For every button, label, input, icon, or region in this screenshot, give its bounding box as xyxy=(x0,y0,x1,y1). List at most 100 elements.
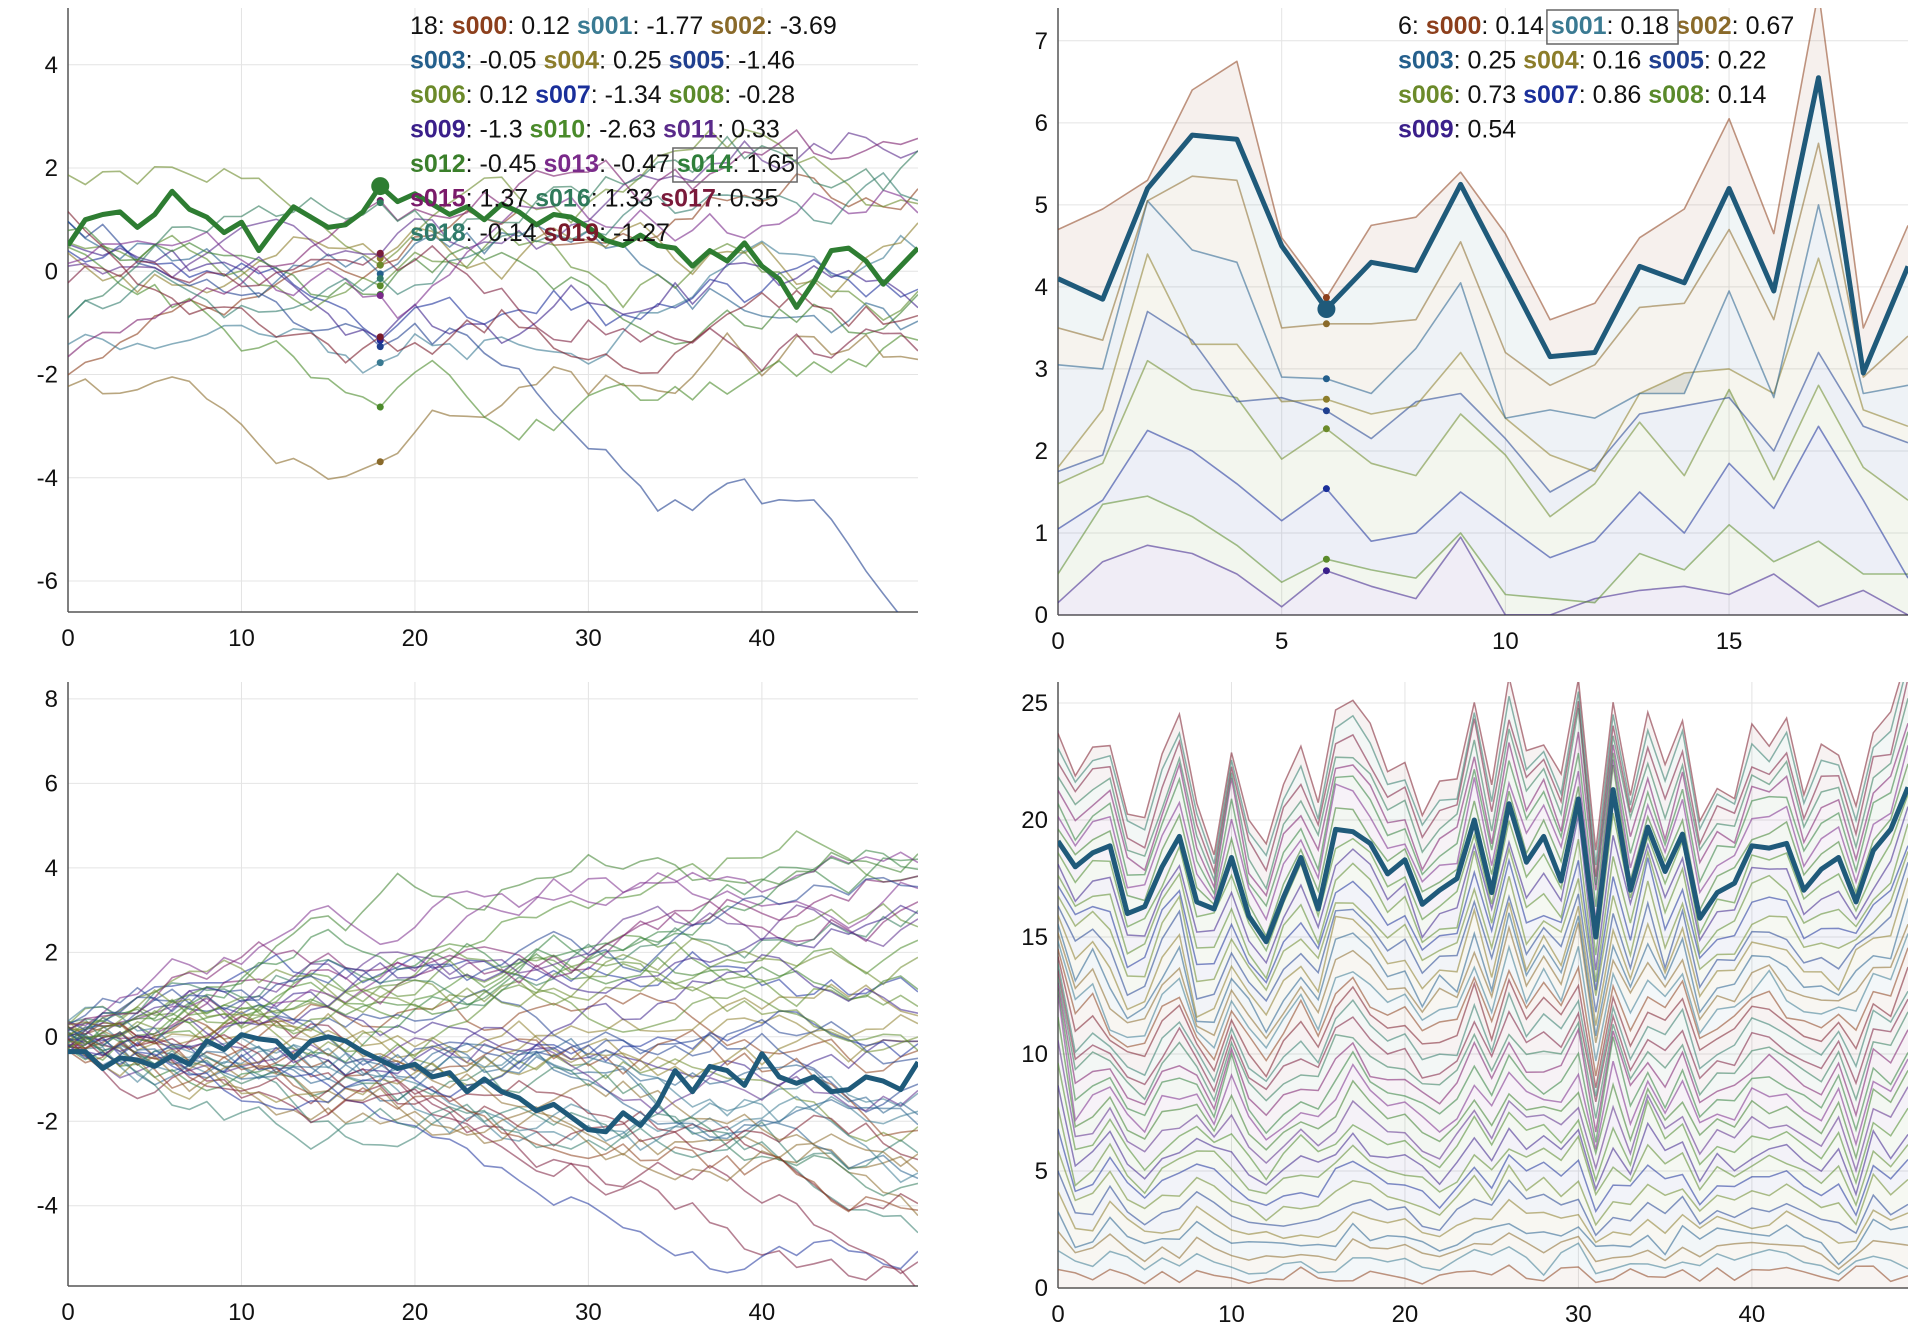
series-line xyxy=(1058,359,1908,518)
y-tick-label: 4 xyxy=(45,855,58,882)
legend-series-value: : 0.14 xyxy=(1481,12,1551,40)
area-fill xyxy=(1058,1191,1908,1265)
legend-row: s009: 0.54 xyxy=(1398,116,1516,144)
y-tick-label: 0 xyxy=(1035,602,1048,629)
series-line xyxy=(68,244,918,373)
series-line xyxy=(1058,682,1901,855)
series-line xyxy=(68,211,918,375)
tooltip-point xyxy=(1322,567,1330,575)
y-tick-label: -2 xyxy=(37,1108,58,1135)
series-line xyxy=(1058,1016,1908,1161)
legend-series-value: : 0.22 xyxy=(1704,47,1767,75)
y-tick-label: 2 xyxy=(45,155,58,182)
series-line xyxy=(1058,142,1908,387)
series-line xyxy=(1058,253,1908,473)
series-line xyxy=(1058,988,1908,1143)
legend-series-value: : -1.77 xyxy=(632,12,710,40)
tooltip-point xyxy=(1322,425,1330,433)
area-fill xyxy=(1058,898,1908,1043)
series-line xyxy=(1058,1211,1908,1266)
tooltip-point xyxy=(1322,407,1330,415)
series-line xyxy=(68,1032,918,1234)
series-line xyxy=(68,1010,918,1111)
series-line xyxy=(68,987,918,1087)
y-tick-label: 4 xyxy=(1035,274,1048,301)
legend-series-value: : 0.86 xyxy=(1579,81,1649,109)
series-line xyxy=(1058,794,1908,956)
y-tick-label: 2 xyxy=(1035,438,1048,465)
series-line xyxy=(68,849,918,1043)
y-tick-label: 0 xyxy=(45,258,58,285)
area-fill xyxy=(1058,1063,1908,1195)
legend-series-value: : 0.14 xyxy=(1704,81,1767,109)
series-lines xyxy=(68,830,918,1286)
series-line xyxy=(68,1028,918,1140)
area-fill xyxy=(1058,963,1908,1102)
legend-row: s003: 0.25 s004: 0.16 s005: 0.22 xyxy=(1398,47,1766,75)
series-line xyxy=(1058,922,1908,1043)
legend-series-name: s019 xyxy=(543,219,599,247)
x-tick-label: 0 xyxy=(1051,1301,1064,1324)
legend-row: s003: -0.05 s004: 0.25 s005: -1.46 xyxy=(410,47,795,75)
tooltip-point xyxy=(376,343,384,351)
legend-series-name: s006 xyxy=(1398,81,1454,109)
series-line xyxy=(1058,1040,1908,1174)
area-fill xyxy=(1058,947,1908,1088)
series-line xyxy=(1058,851,1908,996)
legend-series-name: s000 xyxy=(1426,12,1482,40)
series-line xyxy=(1058,682,1905,866)
series-line xyxy=(1058,823,1908,982)
series-line xyxy=(1058,698,1908,891)
legend-series-value: : -0.28 xyxy=(724,81,795,109)
x-tick-label: 40 xyxy=(749,625,776,652)
series-line xyxy=(68,226,918,345)
x-tick-label: 0 xyxy=(1051,628,1064,655)
series-line xyxy=(1058,722,1908,898)
series-line xyxy=(1058,1191,1908,1244)
area-fill xyxy=(1058,1150,1908,1236)
tooltip-point xyxy=(1322,320,1330,328)
tooltip-point xyxy=(376,282,384,290)
series-line xyxy=(68,977,918,1054)
tooltip-point xyxy=(1322,294,1330,302)
tooltip-point xyxy=(376,403,384,411)
legend-row: 18: s000: 0.12 s001: -1.77 s002: -3.69 xyxy=(410,12,837,40)
legend-series-name: s009 xyxy=(410,116,466,144)
legend-series-value: : -3.69 xyxy=(766,12,837,40)
legend-series-value: : 0.18 xyxy=(1607,12,1677,40)
legend-series-value: : -1.27 xyxy=(599,219,670,247)
legend-series-name: s012 xyxy=(410,150,466,178)
series-line xyxy=(1058,495,1908,604)
stacked-areas xyxy=(1058,8,1908,615)
series-line xyxy=(1058,310,1908,493)
series-line xyxy=(68,128,918,358)
tooltip-point xyxy=(1322,555,1330,563)
series-line xyxy=(68,1037,918,1116)
series-line xyxy=(68,953,918,1077)
legend-row: s015: 1.37 s016: 1.33 s017: 0.35 xyxy=(410,185,778,213)
legend-series-name: s005 xyxy=(1648,47,1704,75)
y-tick-label: 6 xyxy=(1035,110,1048,137)
tooltip-point xyxy=(376,275,384,283)
legend-series-value: : -0.45 xyxy=(466,150,544,178)
series-line xyxy=(1058,845,1908,991)
series-line xyxy=(68,857,918,1092)
tooltip-point xyxy=(1322,485,1330,493)
x-tick-label: 40 xyxy=(749,1299,776,1324)
legend-series-value: : -1.3 xyxy=(466,116,530,144)
x-tick-label: 30 xyxy=(1565,1301,1592,1324)
x-tick-label: 20 xyxy=(402,625,429,652)
legend-series-value: : 0.54 xyxy=(1454,116,1517,144)
area-fill xyxy=(1058,200,1908,472)
series-line xyxy=(1058,731,1908,908)
series-line xyxy=(68,875,918,1032)
series-line xyxy=(1058,806,1908,971)
series-line xyxy=(68,992,918,1074)
legend-series-name: s004 xyxy=(543,47,599,75)
legend-row: s012: -0.45 s013: -0.47 s014: 1.65 xyxy=(410,150,795,178)
legend-series-name: s004 xyxy=(1523,47,1579,75)
legend-header: 6: xyxy=(1398,12,1426,40)
